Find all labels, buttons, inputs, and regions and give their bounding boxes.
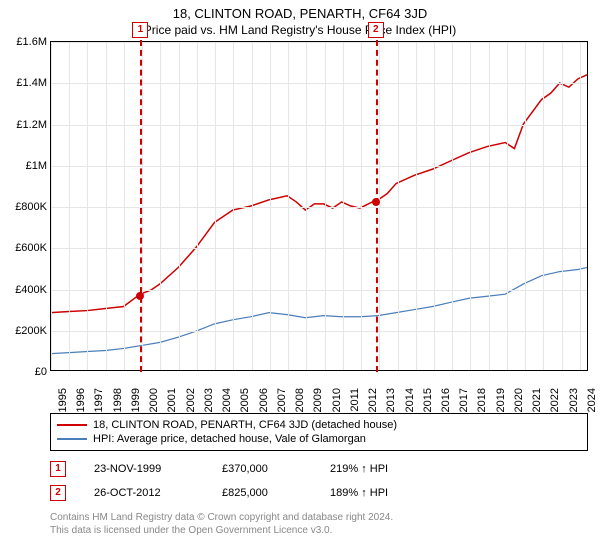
event-marker-line xyxy=(376,40,378,372)
legend-swatch xyxy=(57,438,87,440)
legend-swatch xyxy=(57,424,87,426)
x-axis-tick-label: 2004 xyxy=(221,388,233,412)
y-axis-tick-label: £200K xyxy=(15,325,47,337)
transaction-price: £370,000 xyxy=(222,463,302,475)
x-axis-tick-label: 2015 xyxy=(422,388,434,412)
x-axis-tick-label: 2001 xyxy=(167,388,179,412)
chart-subtitle: Price paid vs. HM Land Registry's House … xyxy=(0,21,600,41)
x-axis-tick-label: 2007 xyxy=(276,388,288,412)
x-axis-tick-label: 2010 xyxy=(331,388,343,412)
event-badge: 1 xyxy=(132,22,148,38)
x-axis-tick-label: 1995 xyxy=(57,388,69,412)
transaction-price: £825,000 xyxy=(222,487,302,499)
chart-title: 18, CLINTON ROAD, PENARTH, CF64 3JD xyxy=(0,0,600,21)
y-axis-tick-label: £800K xyxy=(15,201,47,213)
transaction-row: 2 26-OCT-2012 £825,000 189% ↑ HPI xyxy=(50,481,588,505)
x-axis-tick-label: 2005 xyxy=(240,388,252,412)
legend-box: 18, CLINTON ROAD, PENARTH, CF64 3JD (det… xyxy=(50,413,588,451)
event-marker-line xyxy=(140,40,142,372)
x-axis-tick-label: 2014 xyxy=(404,388,416,412)
legend-label: HPI: Average price, detached house, Vale… xyxy=(93,433,366,445)
x-axis-tick-label: 2002 xyxy=(185,388,197,412)
y-axis-tick-label: £1M xyxy=(26,160,47,172)
event-badge: 2 xyxy=(368,22,384,38)
y-axis-tick-label: £1.4M xyxy=(16,77,47,89)
y-axis-tick-label: £1.6M xyxy=(16,36,47,48)
legend-item: HPI: Average price, detached house, Vale… xyxy=(57,432,581,446)
y-axis-tick-label: £600K xyxy=(15,242,47,254)
x-axis-tick-label: 2009 xyxy=(313,388,325,412)
transaction-date: 26-OCT-2012 xyxy=(94,487,194,499)
chart-plot-area: £0£200K£400K£600K£800K£1M£1.2M£1.4M£1.6M… xyxy=(50,41,588,371)
transaction-badge: 2 xyxy=(50,485,66,501)
x-axis-tick-label: 2008 xyxy=(294,388,306,412)
x-axis-tick-label: 1999 xyxy=(130,388,142,412)
x-axis-tick-label: 2011 xyxy=(349,388,361,412)
footer-line: This data is licensed under the Open Gov… xyxy=(50,524,588,537)
x-axis-tick-label: 2024 xyxy=(586,388,598,412)
chart-container: 18, CLINTON ROAD, PENARTH, CF64 3JD Pric… xyxy=(0,0,600,560)
x-axis-tick-label: 2021 xyxy=(531,388,543,412)
event-marker-dot xyxy=(372,198,380,206)
x-axis-tick-label: 2023 xyxy=(568,388,580,412)
y-axis-tick-label: £1.2M xyxy=(16,119,47,131)
footer-attribution: Contains HM Land Registry data © Crown c… xyxy=(50,511,588,537)
event-marker-dot xyxy=(136,292,144,300)
x-axis-tick-label: 1996 xyxy=(75,388,87,412)
x-axis-tick-label: 2000 xyxy=(148,388,160,412)
x-axis-tick-label: 2020 xyxy=(513,388,525,412)
x-axis-tick-label: 2012 xyxy=(367,388,379,412)
legend-item: 18, CLINTON ROAD, PENARTH, CF64 3JD (det… xyxy=(57,418,581,432)
x-axis-tick-label: 2017 xyxy=(458,388,470,412)
x-axis-tick-label: 2022 xyxy=(550,388,562,412)
transaction-date: 23-NOV-1999 xyxy=(94,463,194,475)
x-axis-tick-label: 1998 xyxy=(112,388,124,412)
x-axis-tick-label: 2013 xyxy=(386,388,398,412)
x-axis-tick-label: 2019 xyxy=(495,388,507,412)
x-axis-tick-label: 2016 xyxy=(440,388,452,412)
x-axis-tick-label: 2006 xyxy=(258,388,270,412)
x-axis-tick-label: 2018 xyxy=(477,388,489,412)
transaction-hpi: 219% ↑ HPI xyxy=(330,463,388,475)
x-axis-tick-label: 2003 xyxy=(203,388,215,412)
x-axis-tick-label: 1997 xyxy=(94,388,106,412)
transaction-row: 1 23-NOV-1999 £370,000 219% ↑ HPI xyxy=(50,457,588,481)
y-axis-tick-label: £400K xyxy=(15,284,47,296)
transaction-hpi: 189% ↑ HPI xyxy=(330,487,388,499)
legend-label: 18, CLINTON ROAD, PENARTH, CF64 3JD (det… xyxy=(93,419,397,431)
transaction-badge: 1 xyxy=(50,461,66,477)
transaction-table: 1 23-NOV-1999 £370,000 219% ↑ HPI 2 26-O… xyxy=(50,457,588,505)
y-axis-tick-label: £0 xyxy=(35,366,47,378)
footer-line: Contains HM Land Registry data © Crown c… xyxy=(50,511,588,524)
